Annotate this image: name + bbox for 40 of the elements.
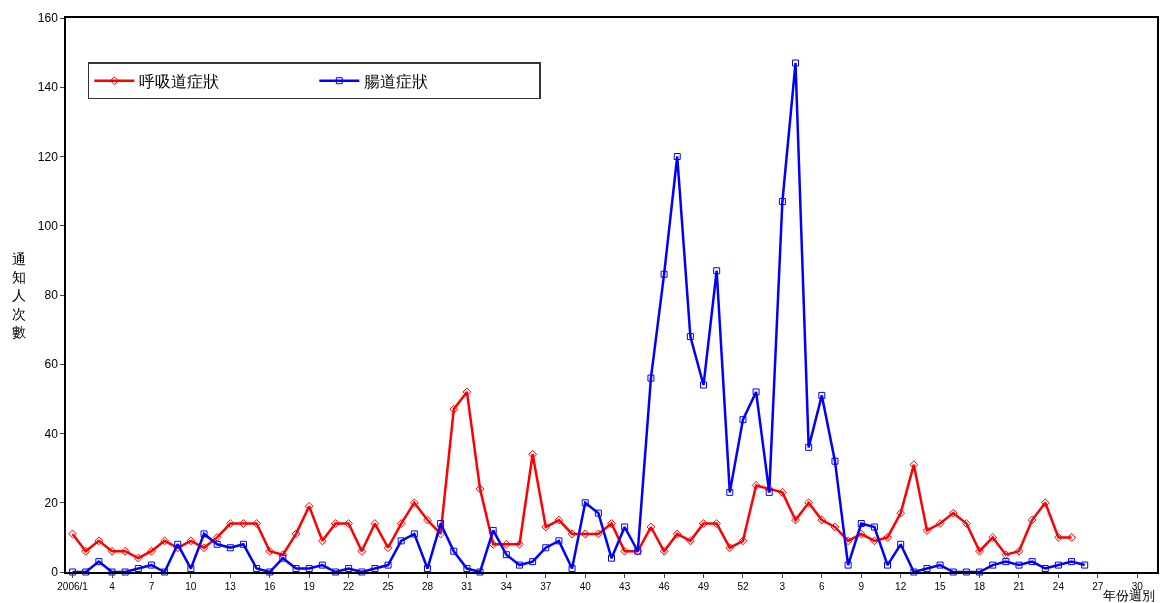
- y-tick-label: 160: [37, 11, 59, 26]
- x-tick-label: 15: [934, 580, 947, 592]
- y-tick-label: 0: [51, 565, 59, 580]
- x-tick-label: 43: [619, 580, 631, 592]
- y-axis-title: 通知人次數: [12, 251, 26, 340]
- legend-label: 呼吸道症狀: [139, 71, 220, 91]
- x-tick-label: 10: [185, 580, 197, 592]
- x-tick-label: 46: [658, 580, 671, 592]
- legend-label: 腸道症狀: [364, 71, 429, 91]
- x-tick-label: 21: [1013, 580, 1025, 592]
- y-tick-label: 40: [44, 426, 59, 441]
- x-tick-label: 22: [343, 580, 355, 592]
- x-tick-label: 40: [579, 580, 592, 592]
- y-tick-label: 60: [44, 357, 59, 372]
- x-tick-label: 31: [461, 580, 473, 592]
- x-tick-label: 12: [895, 580, 907, 592]
- x-tick-label: 13: [224, 580, 237, 592]
- x-tick-label: 28: [421, 580, 434, 592]
- y-tick-label: 120: [37, 149, 59, 164]
- x-tick-label: 52: [737, 580, 749, 592]
- x-tick-label: 3: [779, 580, 786, 592]
- x-tick-label: 27: [1092, 580, 1104, 592]
- x-tick-label: 9: [858, 580, 865, 592]
- x-tick-label: 7: [148, 580, 155, 592]
- x-tick-label: 24: [1052, 580, 1065, 592]
- x-tick-label: 34: [500, 580, 513, 592]
- x-tick-label: 4: [109, 580, 116, 592]
- x-tick-label: 6: [819, 580, 826, 592]
- x-tick-label: 19: [303, 580, 316, 592]
- x-tick-label: 37: [540, 580, 552, 592]
- x-tick-label: 16: [264, 580, 276, 592]
- y-tick-label: 20: [44, 495, 59, 510]
- x-axis-title: 年份週別: [1103, 588, 1155, 603]
- y-tick-label: 80: [44, 288, 59, 303]
- y-tick-label: 140: [37, 80, 59, 95]
- x-tick-label: 25: [382, 580, 395, 592]
- x-tick-label: 18: [973, 580, 986, 592]
- y-tick-label: 100: [37, 218, 59, 233]
- x-tick-label: 2006/1: [57, 580, 89, 592]
- x-tick-label: 49: [697, 580, 710, 592]
